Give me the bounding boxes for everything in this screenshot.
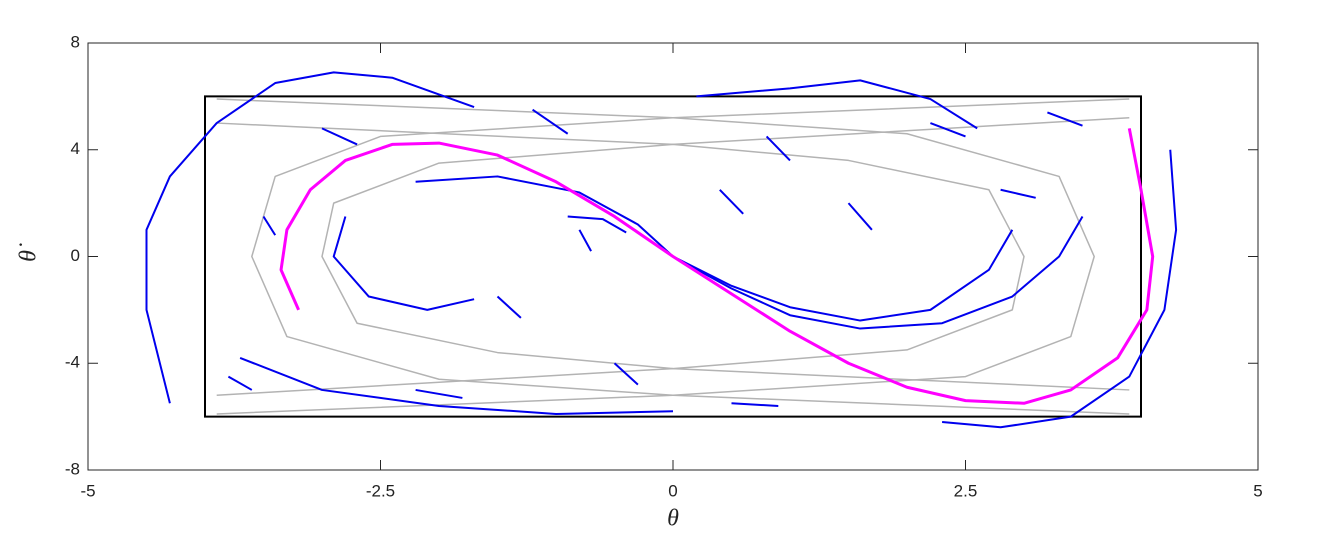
trajectory [532,108,569,135]
region-box [204,95,1142,418]
trajectory [145,71,475,404]
trajectory [415,388,463,399]
trajectory [567,215,627,234]
trajectory [578,229,592,252]
trajectory [672,229,1014,322]
x-tick-label: -2.5 [366,481,395,500]
x-tick-label: 2.5 [954,481,978,500]
y-tick-label: 8 [71,32,80,51]
x-axis-label: θ [667,506,679,532]
trajectory [672,215,1084,330]
y-tick-label: 0 [71,246,80,265]
trajectory [227,375,253,391]
y-tick-label: -4 [65,353,80,372]
trajectory [930,122,966,138]
trajectory [496,295,522,319]
x-tick-label: -5 [80,481,95,500]
trajectory [216,98,1095,415]
trajectory [731,402,779,407]
trajectory [1047,111,1083,127]
trajectory [332,216,475,311]
trajectory [251,98,1130,415]
trajectory [765,135,791,162]
trajectory [613,362,639,386]
x-tick-label: 5 [1253,481,1262,500]
trajectory [279,128,1155,405]
y-tick-label: 4 [71,139,80,158]
x-tick-label: 0 [668,481,677,500]
trajectory [1000,188,1036,199]
trajectory [216,122,1025,397]
trajectory [321,127,358,146]
trajectory [847,202,873,231]
trajectory [696,79,978,130]
trajectory [719,189,744,215]
trajectory [321,116,1130,391]
trajectory [415,175,674,258]
trajectory [942,149,1178,429]
trajectory [262,215,277,236]
trajectory [239,356,674,415]
y-tick-label: -8 [65,459,80,478]
